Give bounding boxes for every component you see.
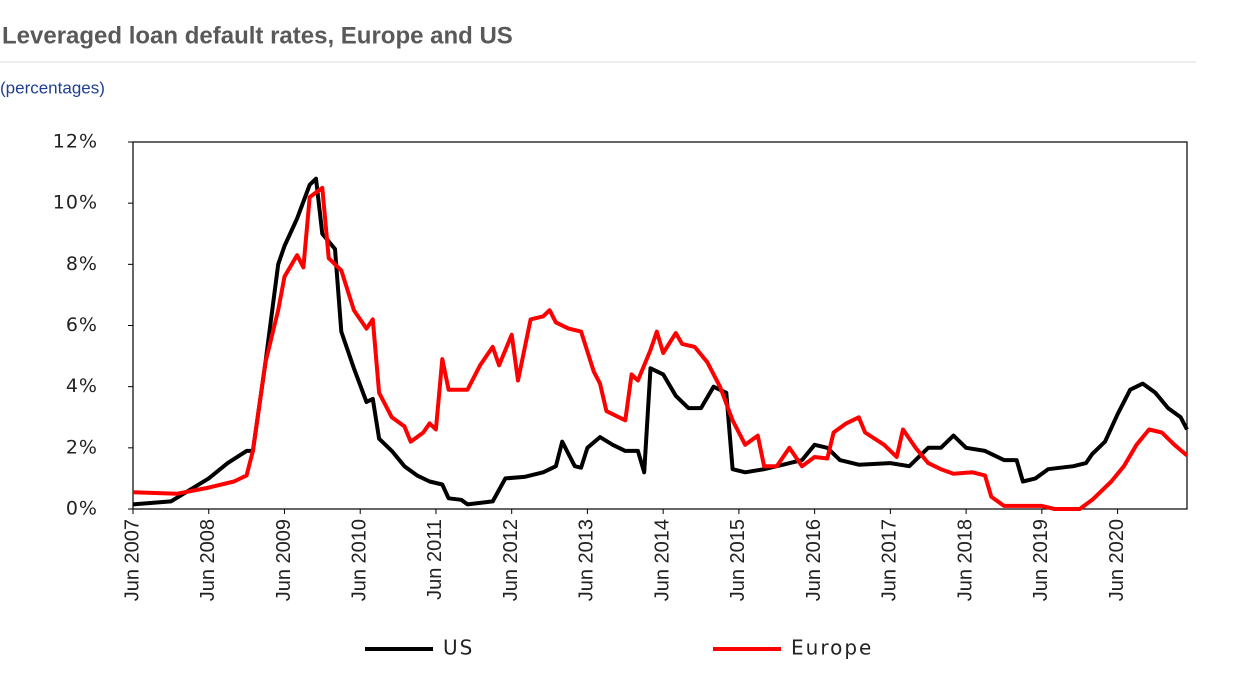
series-line [132,185,1189,511]
x-tick-label: Jun 2019 [1030,519,1052,601]
x-tick-label: Jun 2008 [197,519,219,601]
plot-frame [132,141,1188,510]
x-tick-label: Jun 2017 [879,519,901,601]
legend-label: Europe [791,636,873,660]
x-tick-label: Jun 2012 [500,519,522,601]
y-tick-label: 4% [66,375,98,397]
series-line [132,176,1189,507]
y-tick-label: 0% [66,498,98,520]
x-tick-label: Jun 2013 [576,519,598,601]
x-tick-label: Jun 2016 [803,519,825,601]
x-tick-label: Jun 2009 [273,519,295,601]
x-tick-label: Jun 2018 [954,519,976,601]
x-tick-label: Jun 2010 [348,519,370,601]
legend-label: US [443,636,474,660]
x-tick-label: Jun 2014 [651,519,673,601]
y-tick-label: 8% [66,253,98,275]
y-tick-label: 2% [66,436,98,458]
y-tick-label: 10% [53,192,98,214]
chart-title: Leveraged loan default rates, Europe and… [2,22,513,49]
y-tick-label: 6% [66,314,98,336]
x-tick-label: Jun 2011 [424,519,446,600]
y-tick-label: 12% [53,131,98,153]
x-tick-label: Jun 2007 [121,519,143,601]
chart-subtitle: (percentages) [0,78,105,97]
x-tick-label: Jun 2015 [727,519,749,601]
x-tick-label: Jun 2020 [1106,519,1128,601]
